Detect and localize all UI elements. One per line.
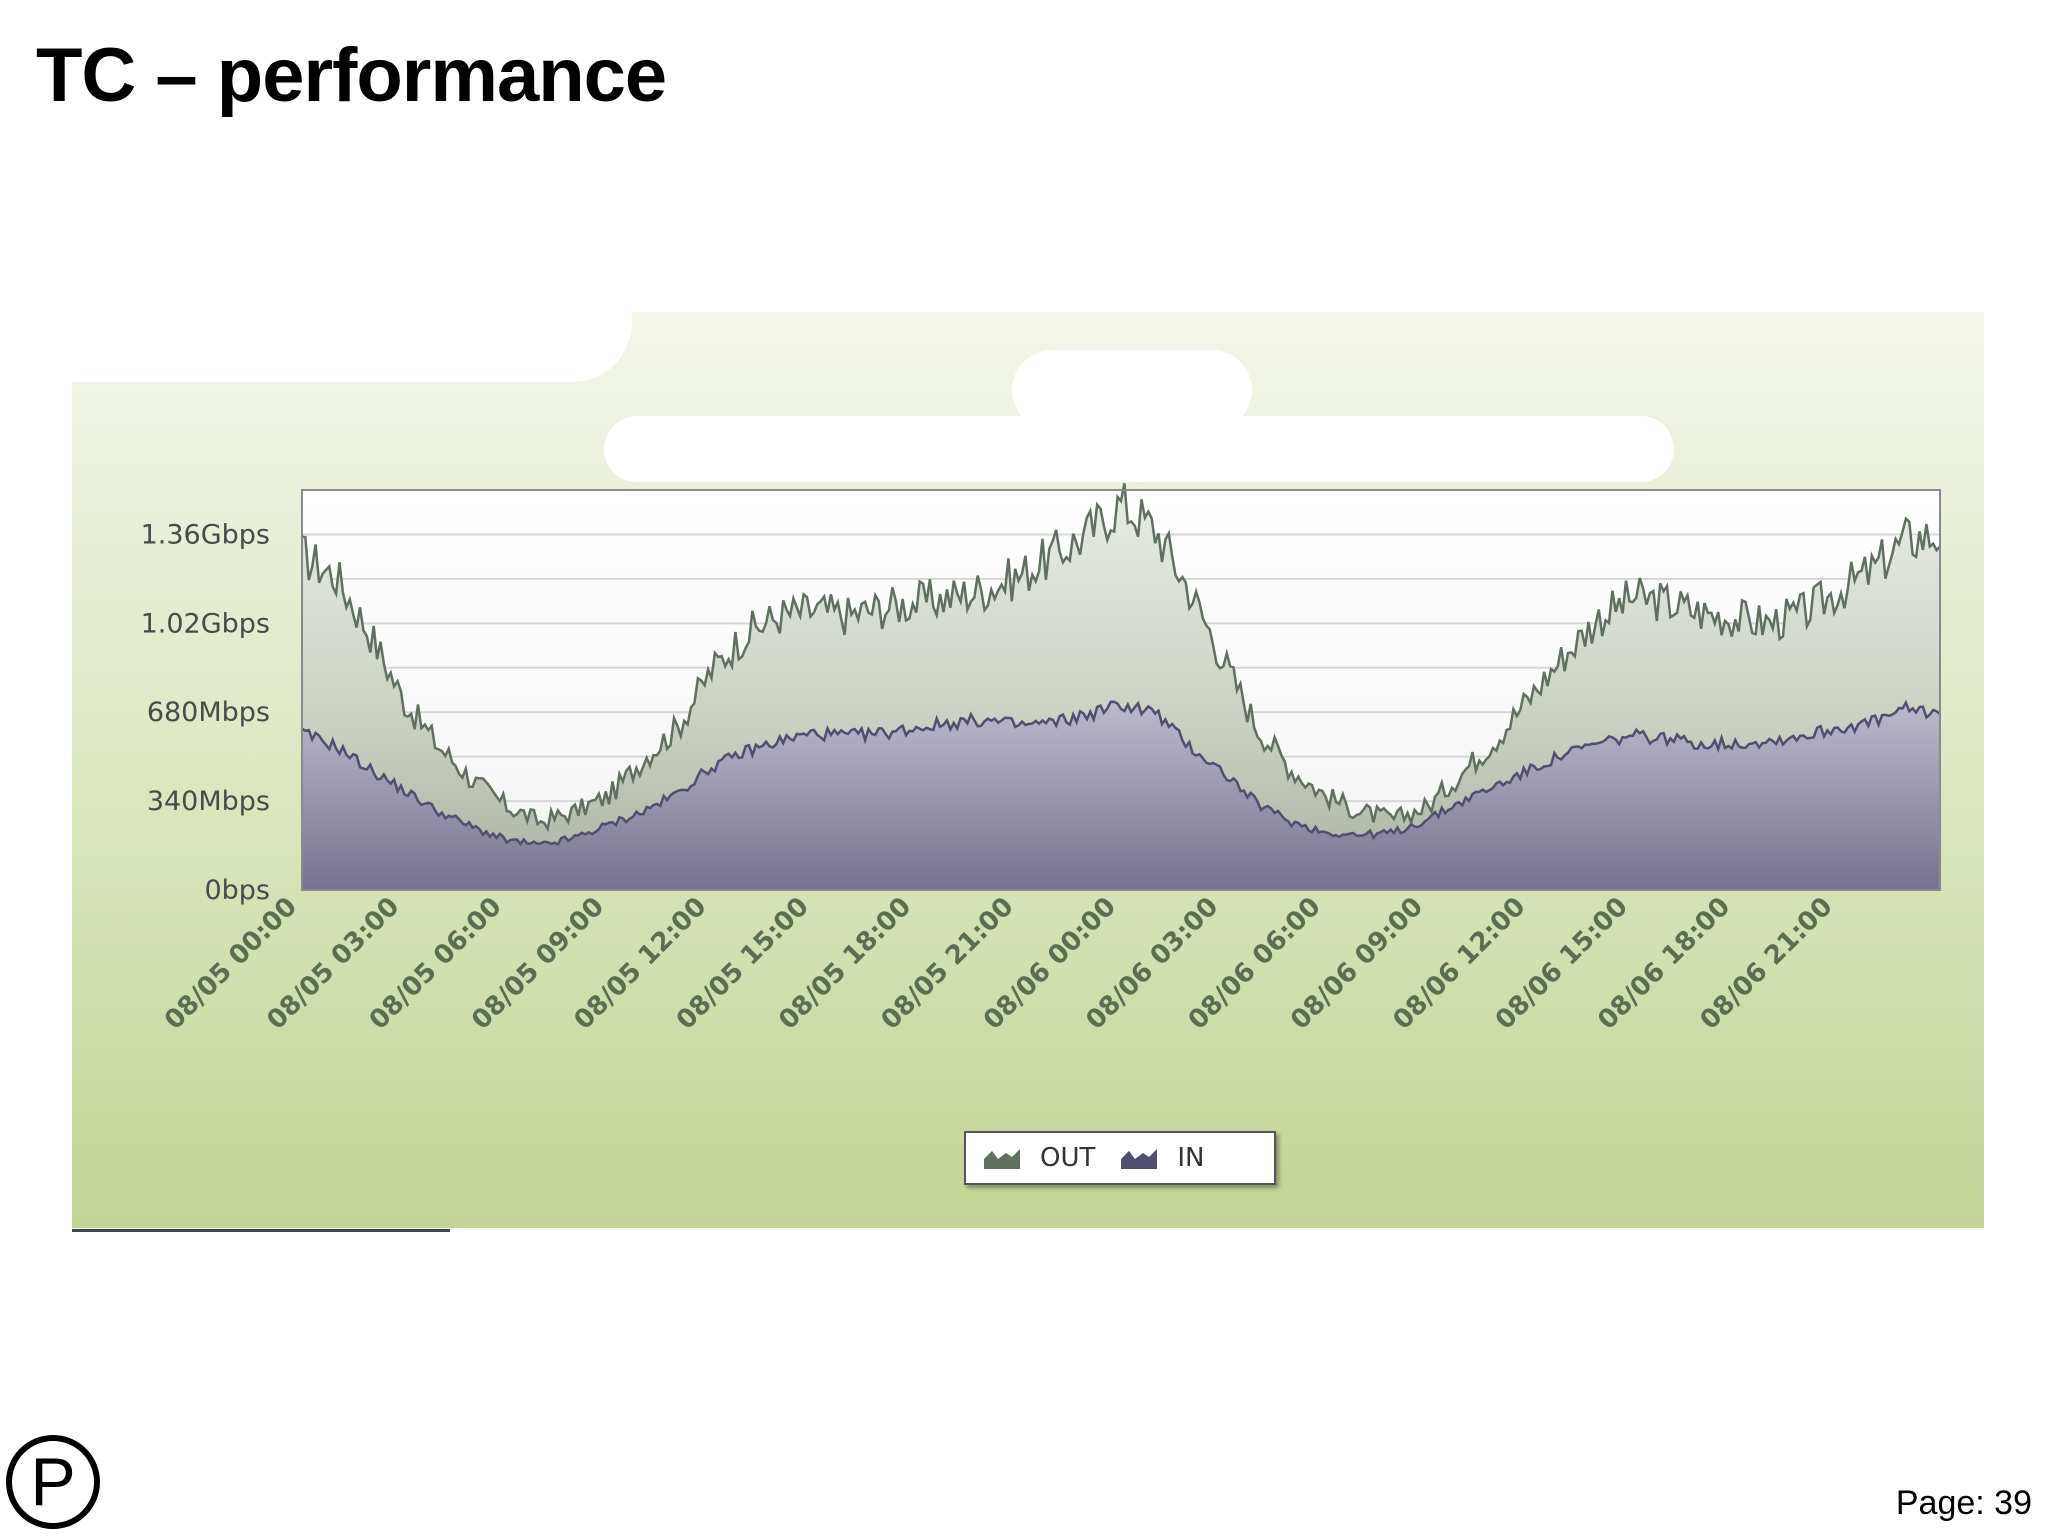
legend-label-in: IN bbox=[1177, 1143, 1205, 1173]
plot-frame bbox=[301, 489, 1941, 891]
y-tick-label: 0bps bbox=[204, 875, 270, 906]
panel-underline bbox=[72, 1229, 450, 1232]
chart-legend: OUT IN bbox=[964, 1131, 1276, 1185]
y-tick-label: 1.36Gbps bbox=[141, 519, 270, 550]
series-area-in bbox=[302, 701, 1940, 890]
y-tick-label: 1.02Gbps bbox=[141, 608, 270, 639]
page-number: Page: 39 bbox=[1895, 1484, 2032, 1522]
series-line-out bbox=[301, 483, 1941, 833]
logo-icon: P bbox=[6, 1435, 100, 1529]
legend-item-out: OUT bbox=[984, 1143, 1095, 1173]
series-line-in bbox=[301, 699, 1941, 847]
logo-letter: P bbox=[30, 1444, 76, 1520]
area-chart-icon bbox=[1121, 1149, 1158, 1169]
slide-title: TC – performance bbox=[36, 33, 667, 118]
y-tick-label: 680Mbps bbox=[147, 697, 270, 728]
legend-label-out: OUT bbox=[1040, 1143, 1096, 1173]
legend-item-in: IN bbox=[1121, 1143, 1205, 1173]
area-chart-icon bbox=[984, 1149, 1020, 1169]
y-tick-label: 340Mbps bbox=[147, 786, 270, 817]
redaction-blob bbox=[72, 312, 632, 382]
redaction-blob bbox=[604, 416, 1674, 482]
